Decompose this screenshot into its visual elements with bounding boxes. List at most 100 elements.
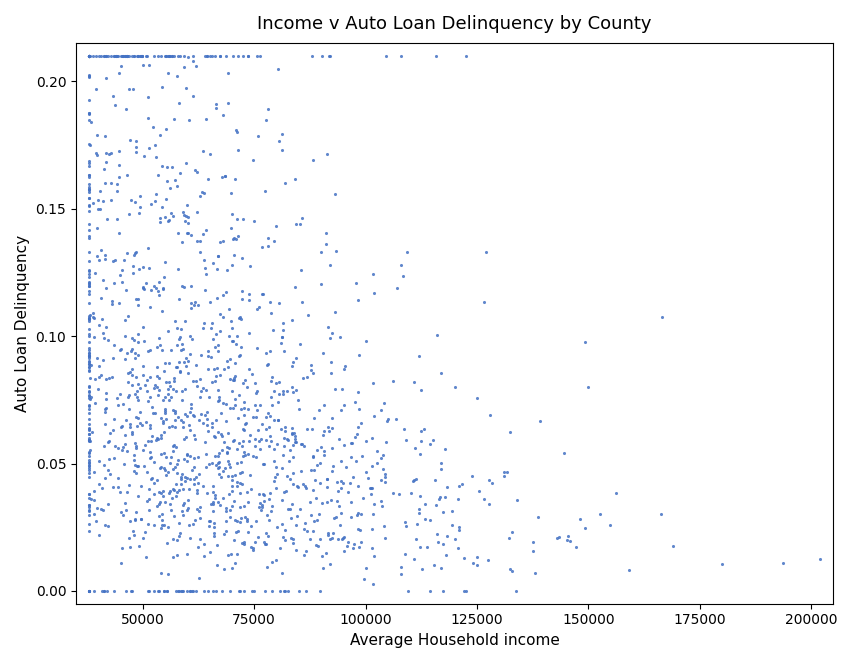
Point [159, 50, 173, 61]
Point [114, 558, 127, 568]
Point [168, 414, 181, 425]
Point [83, 436, 97, 446]
Point [331, 495, 345, 506]
Point [214, 500, 227, 511]
Point [414, 425, 428, 436]
Point [300, 372, 314, 383]
Point [178, 476, 192, 487]
Point [109, 50, 122, 61]
Point [119, 315, 133, 326]
Point [256, 289, 270, 300]
Point [180, 473, 194, 483]
Point [196, 229, 209, 239]
Point [83, 272, 97, 282]
Point [123, 367, 137, 377]
Point [269, 461, 283, 472]
Point [118, 50, 132, 61]
Point [115, 276, 129, 287]
Point [171, 50, 185, 61]
Point [210, 363, 224, 373]
Point [121, 377, 135, 387]
Point [151, 585, 165, 596]
Point [220, 416, 233, 426]
Point [235, 294, 249, 305]
Point [210, 263, 224, 274]
Point [91, 195, 104, 206]
Point [289, 219, 303, 229]
Point [252, 302, 266, 312]
Point [531, 512, 545, 522]
Point [352, 542, 366, 552]
Point [208, 50, 221, 61]
Point [143, 585, 156, 596]
Point [278, 441, 292, 452]
Point [86, 312, 100, 322]
Point [436, 585, 450, 596]
Point [83, 50, 97, 61]
Point [108, 50, 121, 61]
Point [139, 552, 153, 563]
Point [124, 422, 138, 432]
Point [235, 253, 249, 263]
Point [170, 458, 184, 469]
Point [206, 506, 220, 516]
Point [440, 530, 454, 541]
Point [390, 283, 404, 294]
Point [87, 313, 101, 324]
Point [207, 528, 221, 538]
Point [578, 337, 592, 347]
Point [563, 536, 577, 546]
Point [326, 461, 339, 471]
Point [251, 131, 265, 141]
Point [301, 424, 315, 434]
Point [113, 389, 127, 399]
Point [192, 392, 206, 402]
Point [83, 386, 97, 396]
Point [258, 585, 272, 596]
Point [573, 514, 587, 525]
Point [83, 314, 97, 324]
Point [83, 50, 97, 61]
Point [213, 50, 227, 61]
Point [113, 487, 127, 498]
Point [158, 392, 172, 402]
Point [477, 493, 491, 504]
Point [100, 585, 114, 596]
Point [183, 585, 197, 596]
Point [288, 437, 302, 448]
Point [351, 387, 364, 397]
Point [83, 186, 97, 197]
Point [281, 585, 295, 596]
Point [85, 494, 98, 505]
Point [144, 198, 158, 209]
Point [141, 113, 155, 123]
Point [265, 557, 279, 568]
Point [164, 208, 178, 218]
Point [210, 539, 224, 550]
Point [319, 227, 333, 238]
Point [428, 474, 442, 485]
Point [162, 182, 176, 193]
Point [132, 379, 145, 389]
Point [83, 50, 97, 61]
Point [264, 436, 278, 446]
Point [255, 500, 268, 511]
Point [157, 365, 171, 376]
Point [185, 230, 198, 241]
Point [143, 452, 156, 463]
Point [316, 563, 330, 573]
Point [418, 514, 432, 524]
Point [159, 469, 173, 480]
Point [101, 50, 115, 61]
Point [218, 564, 232, 574]
Point [300, 525, 314, 536]
Point [218, 171, 232, 182]
Point [289, 437, 303, 448]
Point [181, 228, 195, 239]
Point [187, 453, 201, 463]
Point [108, 441, 121, 452]
Point [437, 539, 451, 550]
Point [91, 372, 105, 383]
Point [220, 399, 233, 410]
Point [168, 376, 181, 387]
